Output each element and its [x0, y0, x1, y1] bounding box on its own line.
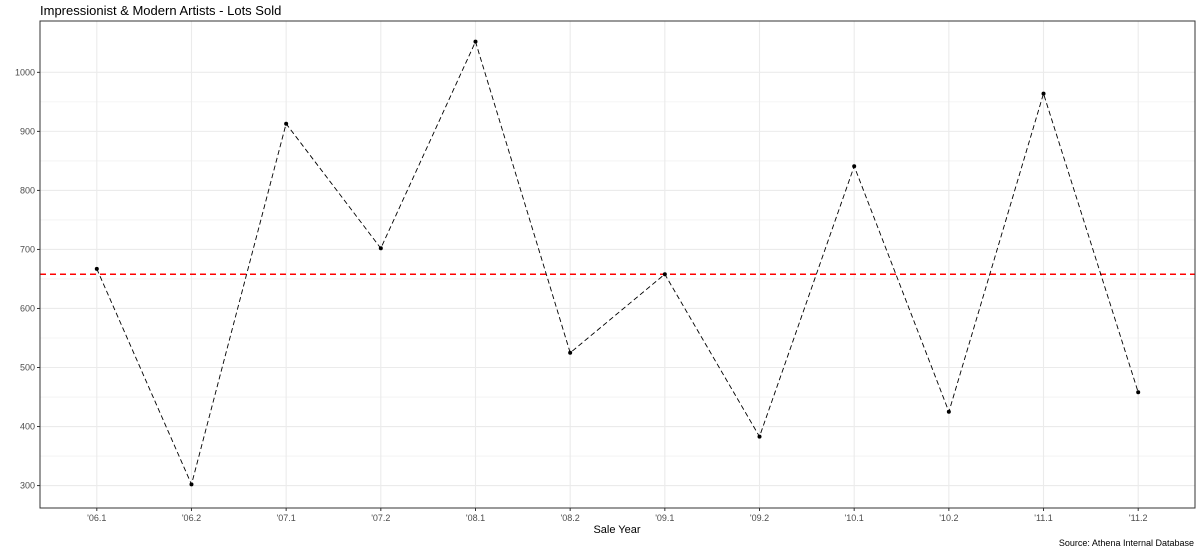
x-tick-label: '11.2 — [1129, 513, 1148, 523]
x-tick-label: '07.1 — [277, 513, 296, 523]
data-point — [852, 164, 857, 169]
data-point — [473, 39, 478, 44]
y-tick-label: 900 — [20, 126, 35, 136]
x-tick-label: '10.2 — [939, 513, 958, 523]
x-tick-label: '07.2 — [371, 513, 390, 523]
y-tick-label: 700 — [20, 244, 35, 254]
x-tick-label: '10.1 — [845, 513, 864, 523]
data-point — [946, 409, 951, 414]
data-point — [284, 121, 289, 126]
data-point — [378, 246, 383, 251]
chart-title: Impressionist & Modern Artists - Lots So… — [40, 3, 282, 18]
data-point — [1041, 91, 1046, 96]
y-tick-label: 300 — [20, 481, 35, 491]
axis-layer: 300 400 500 600 700 800 900 1000 '06.1 '06.2 '07.1… — [15, 20, 1196, 523]
x-tick-label: '11.1 — [1034, 513, 1053, 523]
y-tick-label: 600 — [20, 303, 35, 313]
data-point — [1136, 390, 1141, 395]
y-tick-label: 800 — [20, 185, 35, 195]
data-point — [568, 350, 573, 355]
series-line — [96, 40, 1139, 486]
data-point — [94, 266, 99, 271]
x-axis-title: Sale Year — [593, 524, 640, 536]
y-tick-label: 500 — [20, 363, 35, 373]
x-tick-label: '08.2 — [561, 513, 580, 523]
series-layer — [94, 39, 1141, 487]
x-tick-label: '06.1 — [87, 513, 106, 523]
x-tick-label: '06.2 — [182, 513, 201, 523]
x-tick-label: '09.2 — [750, 513, 769, 523]
data-point — [757, 434, 762, 439]
data-point — [662, 272, 667, 277]
grid-lines — [40, 21, 1195, 508]
y-tick-label: 1000 — [15, 67, 35, 77]
x-tick-label: '08.1 — [466, 513, 485, 523]
y-tick-label: 400 — [20, 422, 35, 432]
x-tick-label: '09.1 — [655, 513, 674, 523]
panel-border — [39, 20, 1196, 509]
chart-caption: Source: Athena Internal Database — [1058, 538, 1194, 548]
data-point — [189, 482, 194, 487]
